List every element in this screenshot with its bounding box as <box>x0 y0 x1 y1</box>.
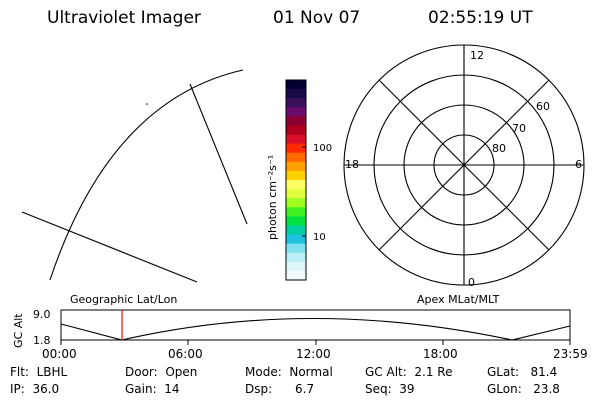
info-seq: Seq: 39 <box>365 382 415 396</box>
timeline-tick-label-1200: 12:00 <box>296 347 331 361</box>
colorbar-segment <box>286 252 306 263</box>
colorbar-segment <box>286 152 306 163</box>
mlt-label-0: 0 <box>468 276 475 289</box>
colorbar-frame <box>285 79 307 281</box>
mlt-label-12: 12 <box>470 49 484 62</box>
polar-dial <box>343 44 585 286</box>
colorbar-segment <box>286 125 306 136</box>
colorbar-segment <box>286 161 306 172</box>
info-ip: IP: 36.0 <box>10 382 59 396</box>
colorbar-segment <box>286 89 306 99</box>
colorbar-segment <box>286 189 306 199</box>
info-gc-alt: GC Alt: 2.1 Re <box>365 365 453 379</box>
time-label: 02:55:19 UT <box>428 8 533 28</box>
mlat-label-80: 80 <box>492 142 506 155</box>
mlat-label-70: 70 <box>512 122 526 135</box>
info-door: Door: Open <box>125 365 197 379</box>
timeline-y-top: 9.0 <box>33 308 51 321</box>
colorbar-gradient <box>286 80 306 281</box>
colorbar-segment <box>286 216 306 227</box>
info-dsp: Dsp: 6.7 <box>245 382 314 396</box>
altitude-curve <box>60 317 571 341</box>
colorbar-segment <box>286 198 306 208</box>
info-table: Flt: LBHL IP: 36.0 Door: Open Gain: 14 M… <box>10 365 560 396</box>
colorbar-segment <box>286 180 306 190</box>
info-glat: GLat: 81.4 <box>487 365 557 379</box>
colorbar-segment <box>286 143 306 154</box>
map-meridian-line-2 <box>21 211 198 283</box>
timeline-axis-label: GC Alt <box>12 313 25 348</box>
map-latitude-arc <box>49 69 244 281</box>
dial-labels: 12 18 6 0 60 70 80 <box>345 49 582 289</box>
mlt-label-18: 18 <box>345 158 359 171</box>
map-meridian-line-1 <box>189 83 248 225</box>
geographic-map <box>21 69 248 283</box>
colorbar-segment <box>286 261 306 272</box>
colorbar-segment <box>286 170 306 181</box>
timeline-tick-label-0000: 00:00 <box>42 347 77 361</box>
colorbar-tick-label-100: 100 <box>313 143 332 154</box>
colorbar-segment <box>286 243 306 254</box>
timeline-frame <box>60 309 571 341</box>
colorbar-tick-label-10: 10 <box>313 232 326 243</box>
colorbar: 100 10 photon cm⁻²s⁻¹ <box>266 79 332 281</box>
info-gain: Gain: 14 <box>125 382 180 396</box>
map-dot <box>146 103 148 105</box>
timeline-right-title: Apex MLat/MLT <box>417 293 500 306</box>
instrument-title: Ultraviolet Imager <box>47 8 201 28</box>
colorbar-segment <box>286 116 306 127</box>
colorbar-segment <box>286 80 306 90</box>
date-label: 01 Nov 07 <box>273 8 360 28</box>
timeline-left-title: Geographic Lat/Lon <box>70 293 177 306</box>
colorbar-segment <box>286 207 306 217</box>
info-mode: Mode: Normal <box>245 365 333 379</box>
colorbar-segment <box>286 234 306 245</box>
colorbar-segment <box>286 107 306 117</box>
colorbar-unit-label: photon cm⁻²s⁻¹ <box>266 155 279 240</box>
timeline-tick-label-0600: 06:00 <box>168 347 203 361</box>
colorbar-segment <box>286 98 306 108</box>
timeline-y-bottom: 1.8 <box>33 334 51 347</box>
timeline: Geographic Lat/Lon Apex MLat/MLT GC Alt … <box>12 293 588 361</box>
mlt-label-6: 6 <box>575 158 582 171</box>
timeline-tick-label-1800: 18:00 <box>423 347 458 361</box>
timeline-tick-label-2359: 23:59 <box>553 347 588 361</box>
dial-diagonal-2 <box>378 79 550 251</box>
colorbar-segment <box>286 270 306 281</box>
info-flt: Flt: LBHL <box>10 365 68 379</box>
colorbar-segment <box>286 134 306 145</box>
mlat-label-60: 60 <box>536 100 550 113</box>
info-glon: GLon: 23.8 <box>487 382 560 396</box>
colorbar-segment <box>286 225 306 236</box>
